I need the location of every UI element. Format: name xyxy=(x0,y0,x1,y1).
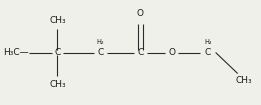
Text: CH₃: CH₃ xyxy=(49,16,66,25)
Text: C: C xyxy=(97,48,103,57)
Text: CH₃: CH₃ xyxy=(236,76,252,85)
Text: C: C xyxy=(205,48,211,57)
Text: C: C xyxy=(54,48,61,57)
Text: O: O xyxy=(137,9,144,18)
Text: H₃C—: H₃C— xyxy=(3,48,29,57)
Text: H₂: H₂ xyxy=(96,39,104,45)
Text: H₂: H₂ xyxy=(204,39,212,45)
Text: CH₃: CH₃ xyxy=(49,80,66,89)
Text: C: C xyxy=(137,48,144,57)
Text: O: O xyxy=(168,48,175,57)
